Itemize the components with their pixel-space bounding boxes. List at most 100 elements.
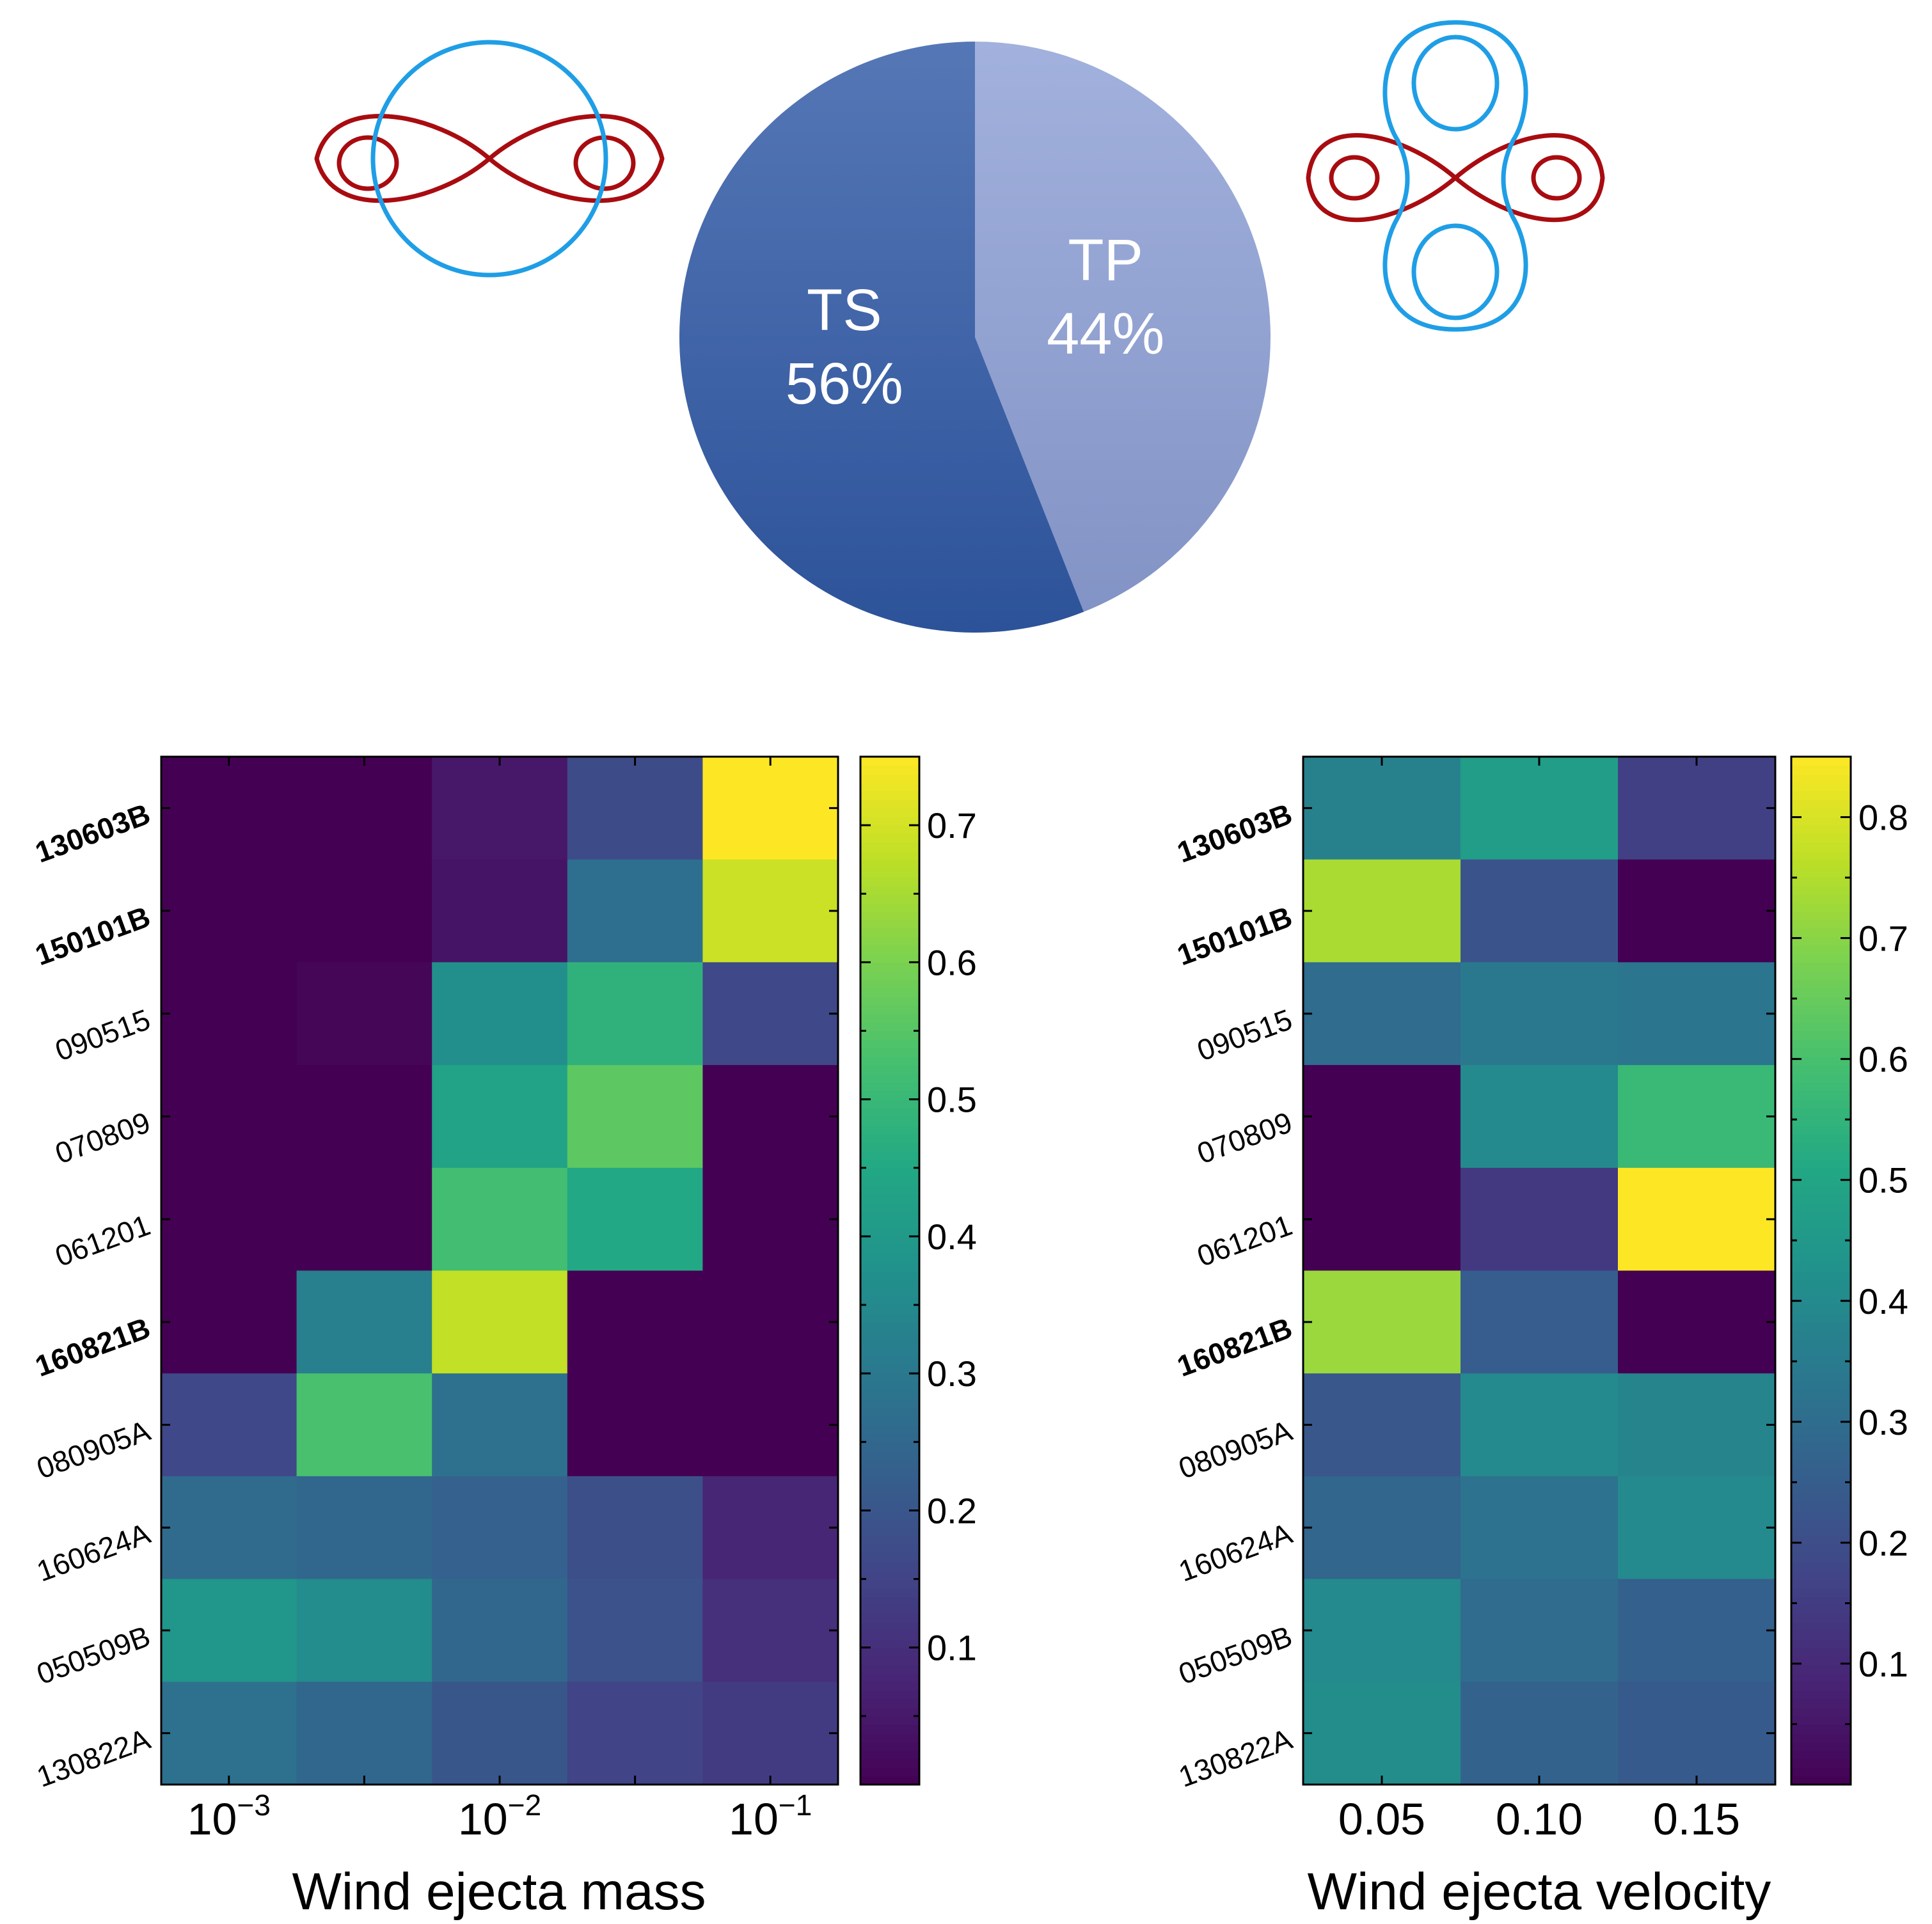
colorbar-band bbox=[1791, 1005, 1851, 1014]
colorbar-band bbox=[860, 1151, 919, 1160]
heatmap-cell bbox=[1461, 1270, 1619, 1374]
pie-percent-tp: 44% bbox=[1047, 301, 1164, 367]
colorbar-band bbox=[1791, 851, 1851, 860]
colorbar-band bbox=[860, 1476, 919, 1486]
heatmap-cell bbox=[567, 1065, 703, 1169]
heatmap-cell bbox=[296, 962, 432, 1066]
colorbar-band bbox=[1791, 1151, 1851, 1160]
colorbar-band bbox=[860, 1099, 919, 1109]
heatmap-cell bbox=[1618, 962, 1776, 1066]
colorbar-band bbox=[860, 1416, 919, 1426]
colorbar-band bbox=[1791, 1056, 1851, 1066]
colorbar-band bbox=[1791, 1639, 1851, 1648]
colorbar-band bbox=[860, 1296, 919, 1306]
heatmap-cell bbox=[1618, 1270, 1776, 1374]
colorbar-band bbox=[1791, 1219, 1851, 1229]
colorbar-band bbox=[860, 1270, 919, 1280]
colorbar-band bbox=[1791, 1707, 1851, 1717]
heatmap-cell bbox=[296, 1476, 432, 1580]
colorbar-band bbox=[1791, 1673, 1851, 1683]
colorbar-band bbox=[1791, 1459, 1851, 1469]
colorbar-band bbox=[1791, 876, 1851, 886]
colorbar-band bbox=[860, 868, 919, 878]
colorbar-tick-label: 0.4 bbox=[1858, 1281, 1908, 1321]
colorbar-band bbox=[860, 851, 919, 860]
colorbar-band bbox=[860, 1613, 919, 1623]
colorbar-band bbox=[860, 1459, 919, 1469]
colorbar-band bbox=[860, 1442, 919, 1451]
colorbar-band bbox=[1791, 1596, 1851, 1605]
colorbar-band bbox=[860, 1664, 919, 1674]
colorbar-band bbox=[860, 1227, 919, 1237]
colorbar-band bbox=[1791, 1124, 1851, 1135]
colorbar-band bbox=[860, 902, 919, 912]
heatmap-cell bbox=[1461, 859, 1619, 963]
colorbar-band bbox=[860, 1433, 919, 1443]
colorbar-band bbox=[860, 1056, 919, 1066]
colorbar-band bbox=[1791, 1733, 1851, 1743]
colorbar-band bbox=[860, 1133, 919, 1143]
colorbar-band bbox=[1791, 1579, 1851, 1588]
x-tick-label: 10−2 bbox=[458, 1788, 541, 1844]
schematic-right-figure8-peanut bbox=[1306, 20, 1605, 332]
colorbar-band bbox=[1791, 1159, 1851, 1169]
colorbar-band bbox=[860, 1193, 919, 1203]
colorbar-band bbox=[1791, 1253, 1851, 1263]
colorbar-band bbox=[860, 1390, 919, 1400]
y-tick-label: 050509B bbox=[33, 1619, 155, 1691]
red-inner-loop-right bbox=[1531, 155, 1582, 201]
colorbar-band bbox=[1791, 1022, 1851, 1032]
y-tick-label: 061201 bbox=[51, 1208, 154, 1273]
colorbar-band bbox=[1791, 1656, 1851, 1666]
colorbar-band bbox=[1791, 1476, 1851, 1486]
pie-slice-tp bbox=[975, 42, 1271, 612]
red-inner-loop-left bbox=[1329, 155, 1380, 201]
colorbar-band bbox=[1791, 1030, 1851, 1040]
colorbar-band bbox=[860, 1673, 919, 1683]
colorbar-band bbox=[1791, 757, 1851, 766]
colorbar-band bbox=[860, 1030, 919, 1040]
colorbar-band bbox=[860, 1707, 919, 1717]
colorbar-band bbox=[1791, 1682, 1851, 1691]
heatmap-cell bbox=[1461, 1167, 1619, 1272]
colorbar-band bbox=[1791, 1390, 1851, 1400]
colorbar-band bbox=[860, 1245, 919, 1254]
colorbar-band bbox=[1791, 1262, 1851, 1272]
heatmap-cell bbox=[1303, 1373, 1461, 1477]
heatmap-cell bbox=[161, 1270, 297, 1374]
heatmap-cell bbox=[702, 1373, 839, 1477]
colorbar-band bbox=[1791, 1587, 1851, 1597]
colorbar-band bbox=[1791, 954, 1851, 963]
colorbar-band bbox=[860, 1561, 919, 1572]
colorbar-band bbox=[860, 1724, 919, 1734]
colorbar-band bbox=[1791, 1424, 1851, 1434]
colorbar-band bbox=[1791, 1296, 1851, 1306]
heatmap-cell bbox=[702, 1167, 839, 1272]
colorbar-tick-label: 0.1 bbox=[927, 1628, 977, 1668]
colorbar-frame bbox=[1790, 755, 1852, 1786]
colorbar-band bbox=[860, 1253, 919, 1263]
colorbar-band bbox=[1791, 945, 1851, 955]
colorbar-band bbox=[1791, 1715, 1851, 1726]
colorbar-band bbox=[860, 962, 919, 972]
y-tick-label: 090515 bbox=[1192, 1002, 1296, 1067]
y-tick-label: 130603B bbox=[1173, 797, 1296, 869]
colorbar-band bbox=[1791, 799, 1851, 809]
colorbar-band bbox=[860, 1690, 919, 1700]
colorbar-band bbox=[1791, 1108, 1851, 1117]
heatmap-wind-ejecta-mass: 10−3 10−2 10−1 Wind ejecta mass 130603B 15010… bbox=[31, 755, 977, 1921]
heatmap-cell bbox=[161, 859, 297, 963]
colorbar-band bbox=[1791, 1545, 1851, 1554]
heatmap-cell bbox=[296, 1682, 432, 1785]
colorbar-band bbox=[860, 1596, 919, 1605]
colorbar-band bbox=[860, 791, 919, 800]
colorbar-band bbox=[1791, 1664, 1851, 1674]
colorbar-band bbox=[860, 1373, 919, 1383]
heatmap-cell bbox=[702, 859, 839, 963]
colorbar-band bbox=[860, 1382, 919, 1391]
x-tick-label: 10−1 bbox=[729, 1788, 812, 1844]
heatmap-cell bbox=[161, 1682, 297, 1785]
y-tick-label: 130822A bbox=[1175, 1722, 1297, 1794]
colorbar-tick-label: 0.4 bbox=[927, 1217, 977, 1257]
colorbar-band bbox=[860, 894, 919, 903]
